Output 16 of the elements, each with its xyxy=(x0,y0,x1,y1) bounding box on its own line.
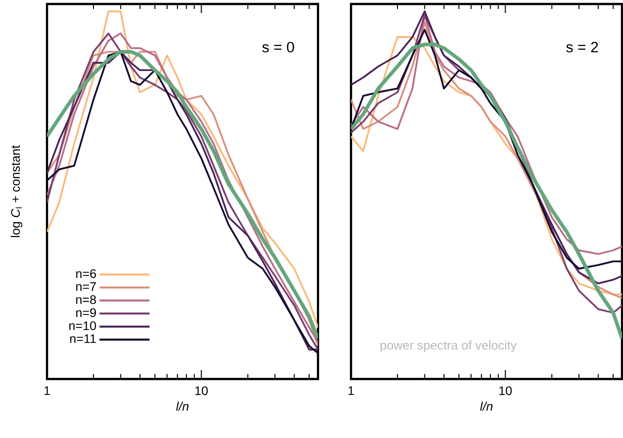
x-tick-label: 10 xyxy=(499,386,512,396)
legend-label: n=7 xyxy=(76,282,96,291)
legend-label: n=9 xyxy=(76,308,96,318)
annotation: s = 0 xyxy=(262,42,294,52)
legend-label: n=6 xyxy=(76,269,96,278)
x-tick-label: 1 xyxy=(44,386,50,395)
annotation: s = 2 xyxy=(566,42,598,52)
legend-label: n=10 xyxy=(69,321,96,330)
x-axis-title: l/n xyxy=(176,402,189,411)
annotation: power spectra of velocity xyxy=(380,340,517,352)
x-tick-label: 10 xyxy=(195,386,208,396)
x-axis-title: l/n xyxy=(480,402,493,411)
y-axis-title: log C$_{l}$ + constant xyxy=(10,145,22,238)
legend-label: n=8 xyxy=(76,295,96,304)
x-tick-label: 1 xyxy=(348,386,354,395)
legend-label: n=11 xyxy=(70,334,96,343)
